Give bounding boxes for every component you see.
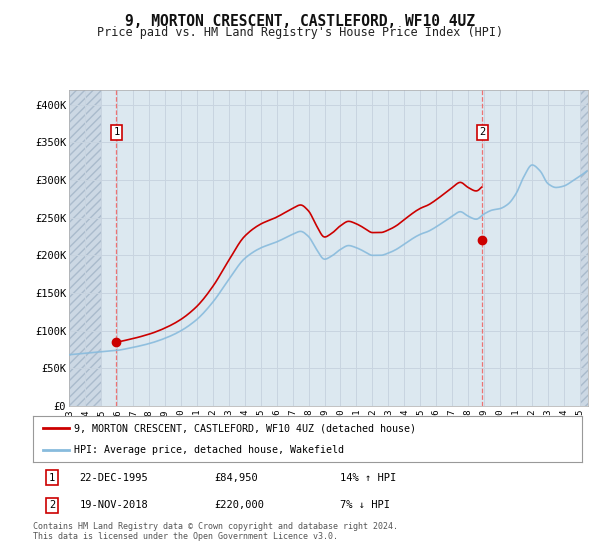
Text: £220,000: £220,000 [214,500,264,510]
Text: Contains HM Land Registry data © Crown copyright and database right 2024.
This d: Contains HM Land Registry data © Crown c… [33,522,398,542]
Text: 14% ↑ HPI: 14% ↑ HPI [340,473,397,483]
Bar [580,90,588,406]
Text: Price paid vs. HM Land Registry's House Price Index (HPI): Price paid vs. HM Land Registry's House … [97,26,503,39]
Text: 1: 1 [113,127,119,137]
Text: HPI: Average price, detached house, Wakefield: HPI: Average price, detached house, Wake… [74,445,344,455]
Text: 1: 1 [49,473,55,483]
Text: 9, MORTON CRESCENT, CASTLEFORD, WF10 4UZ (detached house): 9, MORTON CRESCENT, CASTLEFORD, WF10 4UZ… [74,423,416,433]
Text: 9, MORTON CRESCENT, CASTLEFORD, WF10 4UZ: 9, MORTON CRESCENT, CASTLEFORD, WF10 4UZ [125,14,475,29]
Text: 2: 2 [49,500,55,510]
Text: 7% ↓ HPI: 7% ↓ HPI [340,500,391,510]
Text: £84,950: £84,950 [214,473,258,483]
Text: 19-NOV-2018: 19-NOV-2018 [80,500,148,510]
Text: 2: 2 [479,127,485,137]
Text: 22-DEC-1995: 22-DEC-1995 [80,473,148,483]
Bar [69,90,101,406]
